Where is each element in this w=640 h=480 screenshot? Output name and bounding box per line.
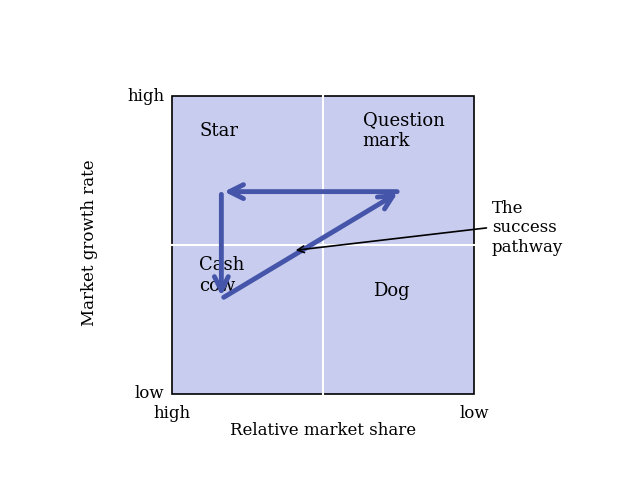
Text: Star: Star bbox=[199, 122, 238, 140]
Text: Dog: Dog bbox=[372, 282, 409, 300]
Text: high: high bbox=[153, 405, 190, 422]
Text: The
success
pathway: The success pathway bbox=[492, 200, 563, 256]
Text: Relative market share: Relative market share bbox=[230, 421, 416, 439]
Text: Market growth rate: Market growth rate bbox=[81, 159, 99, 326]
Bar bbox=[172, 96, 474, 394]
Text: low: low bbox=[134, 385, 164, 402]
Text: high: high bbox=[127, 88, 164, 105]
Text: Cash
cow: Cash cow bbox=[199, 256, 244, 295]
Text: low: low bbox=[460, 405, 489, 422]
Text: Question
mark: Question mark bbox=[363, 111, 445, 150]
